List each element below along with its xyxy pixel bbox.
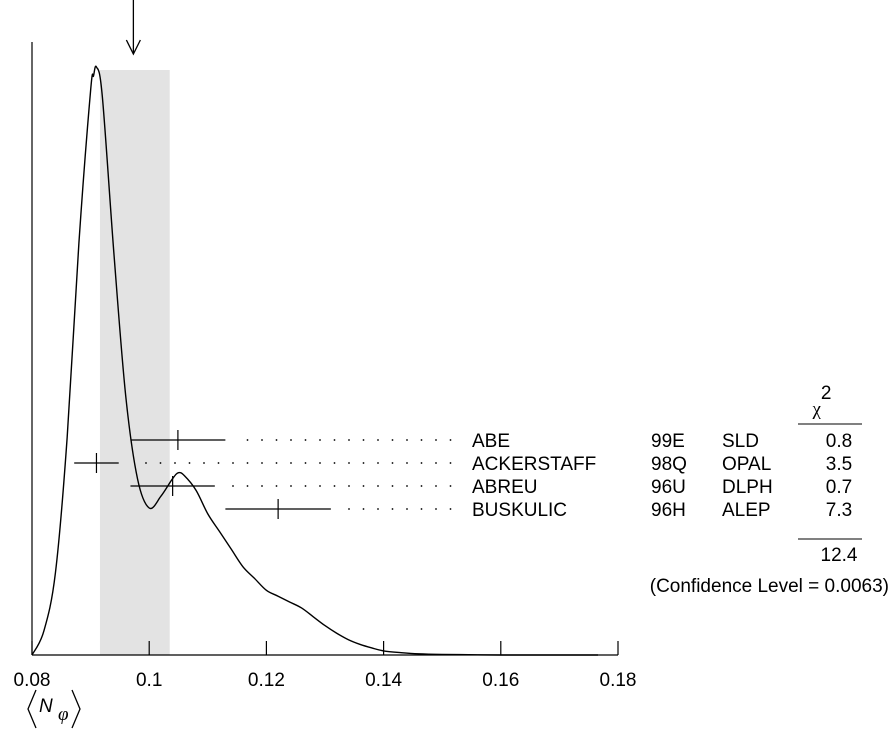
- chi2-superscript: 2: [821, 383, 832, 404]
- x-tick-label: 0.12: [248, 670, 285, 691]
- leader-dot: [421, 508, 423, 510]
- leader-dot: [174, 462, 176, 464]
- leader-dot: [392, 485, 394, 487]
- leader-dot: [377, 462, 379, 464]
- leader-dot: [450, 508, 452, 510]
- weighted-average-arrow: [126, 0, 140, 54]
- leader-dot: [261, 485, 263, 487]
- leader-dot: [392, 508, 394, 510]
- measurement-row: ABE 99E SLD 0.8: [130, 430, 852, 452]
- average-error-band: [100, 70, 170, 655]
- x-label-subscript: φ: [58, 704, 69, 725]
- leader-dot: [319, 485, 321, 487]
- leader-dot: [334, 439, 336, 441]
- leader-dot: [435, 462, 437, 464]
- x-tick-label: 0.14: [365, 670, 402, 691]
- leader-dot: [363, 439, 365, 441]
- leader-dot: [319, 439, 321, 441]
- leader-dot: [421, 439, 423, 441]
- leader-dot: [348, 439, 350, 441]
- leader-dot: [406, 462, 408, 464]
- experiment-name: SLD: [722, 431, 759, 452]
- leader-dot: [305, 485, 307, 487]
- leader-dot: [305, 462, 307, 464]
- leader-dot: [247, 485, 249, 487]
- chi2-value: 3.5: [826, 454, 852, 475]
- chi2-header: χ2: [811, 383, 831, 420]
- leader-dot: [363, 462, 365, 464]
- leader-dot: [450, 462, 452, 464]
- experiment-name: OPAL: [722, 454, 771, 475]
- leader-dot: [334, 462, 336, 464]
- left-angle-bracket: [28, 690, 36, 728]
- experiment-reference: 96U: [651, 477, 686, 498]
- leader-dot: [406, 439, 408, 441]
- leader-dot: [406, 485, 408, 487]
- experiment-author: BUSKULIC: [472, 500, 567, 521]
- leader-dot: [145, 462, 147, 464]
- measurement-row: ABREU 96U DLPH 0.7: [130, 476, 852, 498]
- leader-dot: [363, 508, 365, 510]
- leader-dot: [247, 462, 249, 464]
- leader-dot: [450, 485, 452, 487]
- leader-dot: [247, 439, 249, 441]
- leader-dot: [421, 485, 423, 487]
- chi2-total: 12.4: [821, 545, 858, 566]
- measurement-row: ACKERSTAFF 98Q OPAL 3.5: [74, 453, 852, 475]
- leader-dot: [450, 439, 452, 441]
- chi2-value: 0.8: [826, 431, 852, 452]
- leader-dot: [421, 462, 423, 464]
- leader-dot: [276, 485, 278, 487]
- leader-dot: [377, 439, 379, 441]
- leader-dot: [435, 485, 437, 487]
- x-tick-label: 0.18: [600, 670, 637, 691]
- leader-dot: [392, 462, 394, 464]
- leader-dot: [377, 485, 379, 487]
- leader-dot: [261, 439, 263, 441]
- leader-dot: [363, 485, 365, 487]
- experiment-author: ACKERSTAFF: [472, 454, 596, 475]
- leader-dot: [319, 462, 321, 464]
- right-angle-bracket: [72, 690, 80, 728]
- leader-dot: [392, 439, 394, 441]
- leader-dot: [406, 508, 408, 510]
- leader-dot: [290, 485, 292, 487]
- experiment-reference: 98Q: [651, 454, 687, 475]
- leader-dot: [334, 485, 336, 487]
- leader-dot: [276, 439, 278, 441]
- leader-dot: [218, 462, 220, 464]
- leader-dot: [435, 508, 437, 510]
- leader-dot: [348, 462, 350, 464]
- experiment-name: DLPH: [722, 477, 773, 498]
- leader-dot: [435, 439, 437, 441]
- leader-dot: [189, 462, 191, 464]
- leader-dot: [290, 439, 292, 441]
- leader-dot: [261, 462, 263, 464]
- leader-dot: [232, 485, 234, 487]
- leader-dot: [160, 462, 162, 464]
- experiment-reference: 99E: [651, 431, 685, 452]
- leader-dot: [290, 462, 292, 464]
- x-tick-label: 0.16: [482, 670, 519, 691]
- x-tick-label: 0.08: [14, 670, 51, 691]
- leader-dot: [232, 462, 234, 464]
- leader-dot: [305, 439, 307, 441]
- leader-dot: [276, 462, 278, 464]
- x-axis-label: N φ: [28, 690, 80, 728]
- experiment-author: ABE: [472, 431, 510, 452]
- leader-dot: [348, 485, 350, 487]
- leader-dot: [348, 508, 350, 510]
- confidence-level: (Confidence Level = 0.0063): [650, 576, 889, 597]
- chi2-value: 0.7: [826, 477, 852, 498]
- experiment-reference: 96H: [651, 500, 686, 521]
- chi2-value: 7.3: [826, 500, 852, 521]
- experiment-name: ALEP: [722, 500, 771, 521]
- leader-dot: [203, 462, 205, 464]
- leader-dot: [377, 508, 379, 510]
- x-tick-label: 0.1: [136, 670, 162, 691]
- measurement-row: BUSKULIC 96H ALEP 7.3: [225, 499, 852, 521]
- experiment-author: ABREU: [472, 477, 537, 498]
- x-label-base: N: [39, 696, 53, 717]
